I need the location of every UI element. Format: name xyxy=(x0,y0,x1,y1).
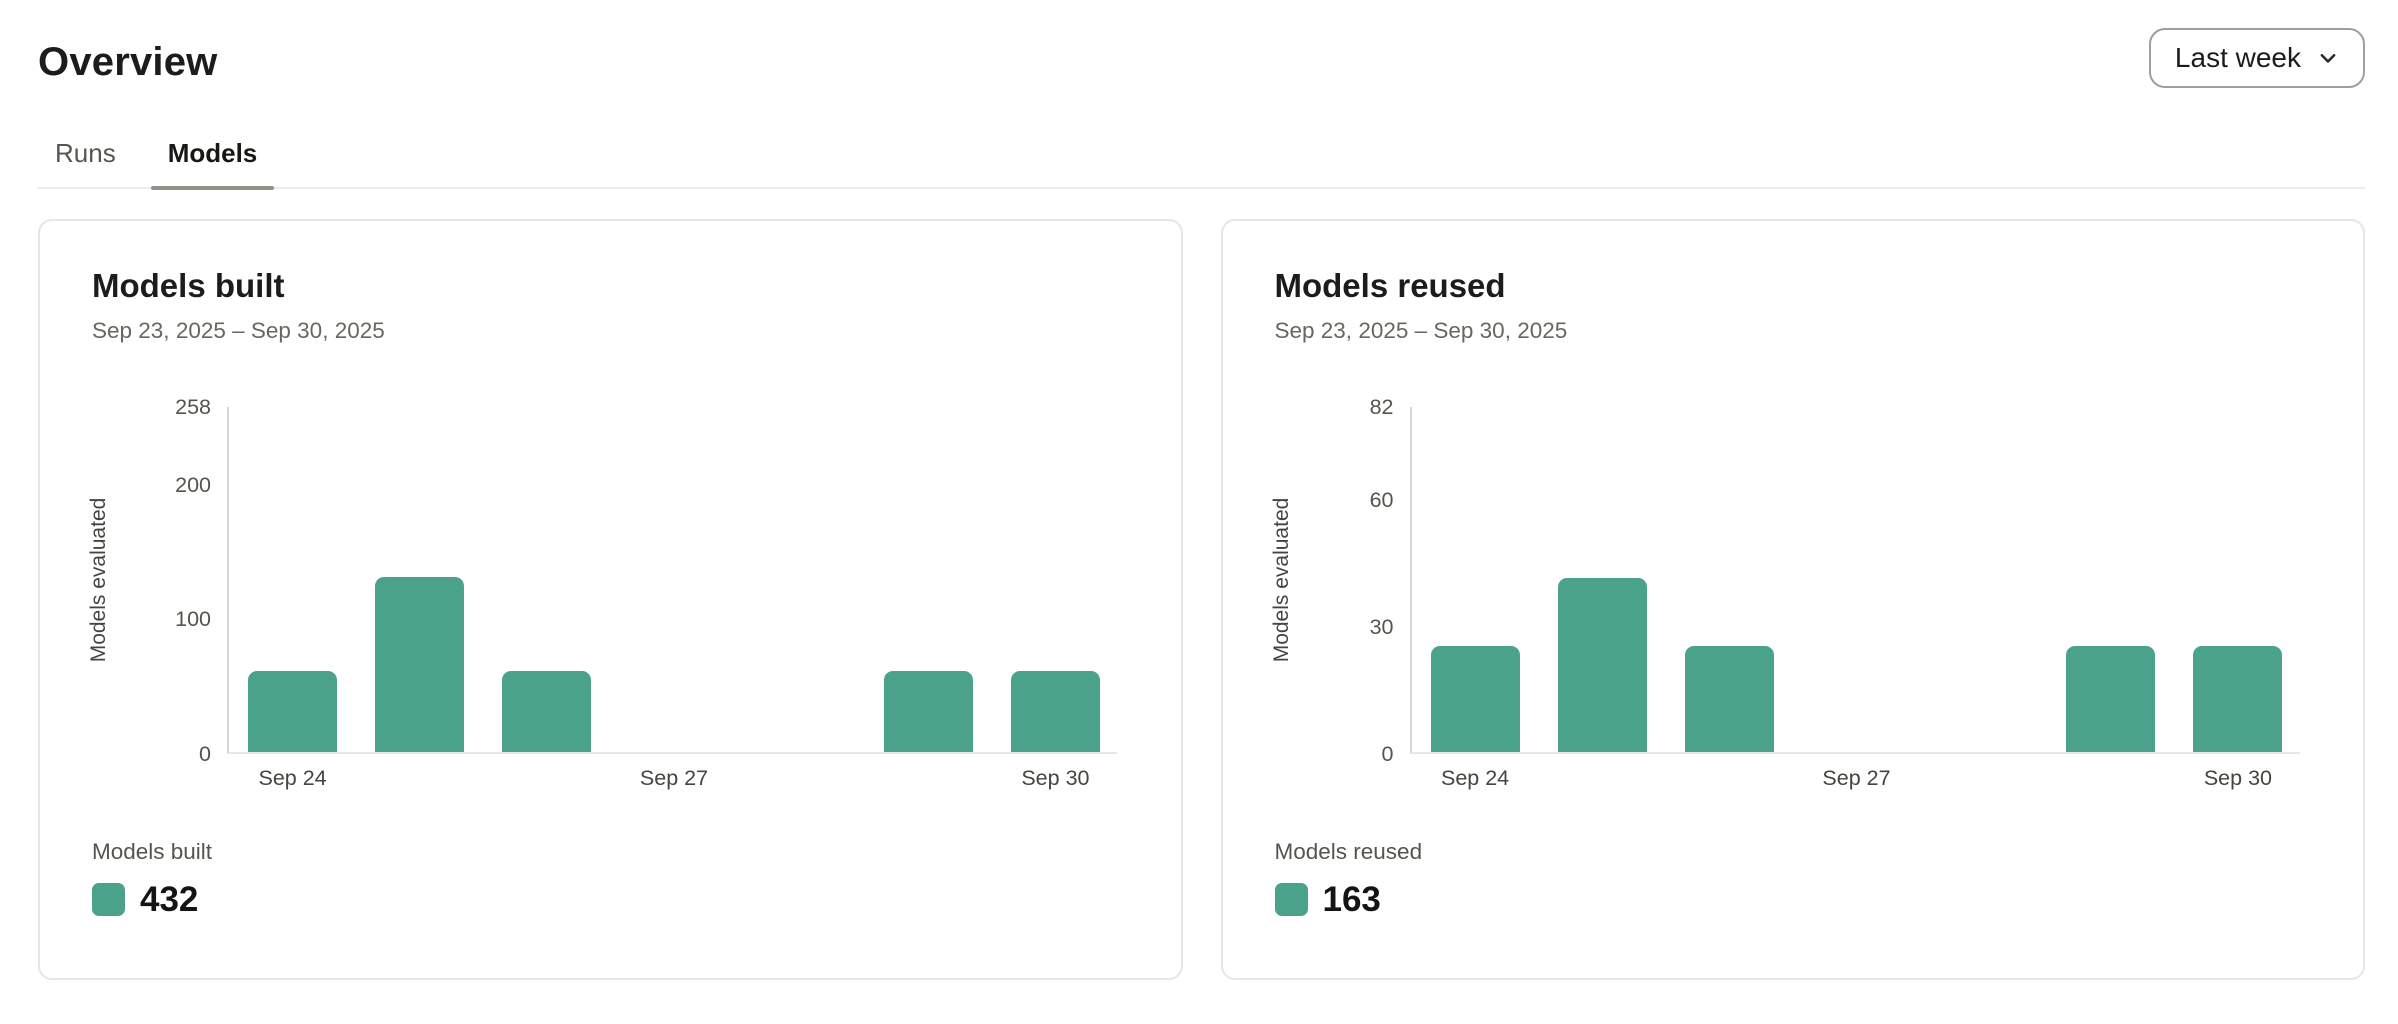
tab-models[interactable]: Models xyxy=(150,126,275,190)
y-axis-label: Models evaluated xyxy=(1269,497,1293,663)
page-title: Overview xyxy=(38,40,218,84)
card-title: Models reused xyxy=(1274,267,1506,304)
y-axis-ticks: 0 30 60 82 xyxy=(1311,395,1410,766)
card-date-range: Sep 23, 2025 – Sep 30, 2025 xyxy=(1274,318,1568,344)
y-axis-label: Models evaluated xyxy=(87,497,110,663)
date-range-label: Last week xyxy=(2174,42,2301,73)
y-tick-label: 200 xyxy=(175,472,211,497)
bar-sep-30 xyxy=(1010,670,1100,752)
legend-value-row: 432 xyxy=(92,880,1181,920)
y-tick-label: 0 xyxy=(199,741,211,766)
page-header: Overview Last week xyxy=(0,0,2398,100)
bar-chart: Models evaluated 0 100 200 258 Sep 24 Sep 27… xyxy=(70,395,1181,790)
x-tick-label: Sep 27 xyxy=(1822,765,1891,790)
x-tick-label: Sep 30 xyxy=(1021,765,1090,790)
y-tick-label: 82 xyxy=(1369,394,1394,419)
bar-chart: Models evaluated 0 30 60 82 Sep 24 Sep 27 Sep… xyxy=(1253,395,2364,790)
y-tick-label: 60 xyxy=(1369,487,1394,512)
metric-card: Models reused Sep 23, 2025 – Sep 30, 202… xyxy=(1220,219,2365,980)
legend-value-row: 163 xyxy=(1274,879,2364,920)
card-date-range: Sep 23, 2025 – Sep 30, 2025 xyxy=(92,318,385,344)
legend-label: Models reused xyxy=(1274,838,1423,864)
metric-card: Models built Sep 23, 2025 – Sep 30, 2025… xyxy=(38,219,1183,980)
chart-legend: Models reused 163 xyxy=(1274,837,2364,920)
bar-sep-25 xyxy=(375,576,465,752)
y-tick-label: 258 xyxy=(175,394,211,419)
bar-sep-25 xyxy=(1557,578,1647,752)
bar-sep-29 xyxy=(883,670,973,752)
x-tick-label: Sep 24 xyxy=(258,765,327,790)
bar-sep-26 xyxy=(502,670,592,752)
y-tick-label: 0 xyxy=(1381,741,1394,766)
x-tick-label: Sep 27 xyxy=(639,765,709,790)
legend-swatch xyxy=(92,883,125,916)
y-axis-ticks: 0 100 200 258 xyxy=(128,395,227,766)
date-range-selector[interactable]: Last week xyxy=(2148,28,2365,88)
x-tick-label: Sep 24 xyxy=(1440,765,1510,790)
card-title: Models built xyxy=(92,267,285,304)
bar-sep-24 xyxy=(248,670,338,752)
plot-area: Sep 24 Sep 27 Sep 30 xyxy=(1409,406,2300,790)
y-tick-label: 30 xyxy=(1369,614,1394,639)
x-tick-label: Sep 30 xyxy=(2203,765,2272,790)
bar-sep-24 xyxy=(1430,645,1520,752)
legend-label: Models built xyxy=(92,838,213,864)
chevron-down-icon xyxy=(2317,47,2339,69)
y-tick-label: 100 xyxy=(175,607,211,631)
legend-swatch xyxy=(1274,883,1308,916)
tab-bar: Runs Models xyxy=(38,126,2365,190)
bar-sep-30 xyxy=(2193,645,2283,752)
bar-sep-26 xyxy=(1684,645,1774,752)
legend-total: 432 xyxy=(140,879,199,919)
chart-legend: Models built 432 xyxy=(92,837,1181,920)
bar-sep-29 xyxy=(2066,645,2156,752)
plot-area: Sep 24 Sep 27 Sep 30 xyxy=(227,406,1117,790)
cards-row: Models built Sep 23, 2025 – Sep 30, 2025… xyxy=(38,219,2365,980)
tab-runs[interactable]: Runs xyxy=(38,126,133,187)
legend-total: 163 xyxy=(1322,879,1381,919)
